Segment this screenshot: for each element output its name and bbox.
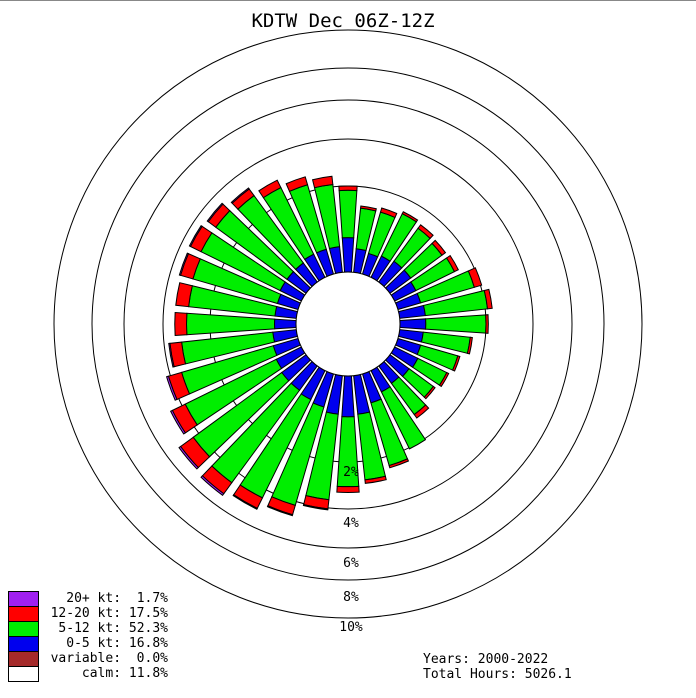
bar-120deg-bin2 bbox=[438, 371, 450, 388]
legend-swatch bbox=[8, 636, 39, 652]
bar-60deg-bin2 bbox=[445, 254, 459, 273]
ring-label-10: 10% bbox=[339, 620, 363, 635]
legend-label: variable: 0.0% bbox=[50, 651, 168, 666]
bar-110deg-bin2 bbox=[451, 355, 461, 372]
stats-block: Years: 2000-2022 Total Hours: 5026.1 bbox=[423, 652, 572, 682]
ring-4pct bbox=[162, 138, 534, 510]
bar-170deg-bin2 bbox=[364, 475, 387, 484]
bar-350deg-bin2 bbox=[311, 175, 334, 189]
legend-label: 0-5 kt: 16.8% bbox=[66, 636, 168, 651]
bar-260deg-bin3 bbox=[168, 342, 175, 368]
bar-0deg-bin1 bbox=[338, 189, 358, 239]
legend-swatch bbox=[8, 666, 39, 682]
bar-210deg-bin3 bbox=[232, 494, 258, 510]
legend-item-calm: calm: 11.8% bbox=[8, 666, 168, 682]
legend-label: 5-12 kt: 52.3% bbox=[58, 621, 168, 636]
bar-280deg-bin2 bbox=[175, 282, 193, 308]
bar-160deg-bin2 bbox=[388, 458, 410, 469]
bar-220deg-bin3 bbox=[200, 475, 225, 497]
bar-240deg-bin3 bbox=[169, 409, 187, 435]
bar-270deg-bin0 bbox=[274, 318, 297, 330]
bar-0deg-bin2 bbox=[338, 185, 358, 192]
bar-180deg-bin2 bbox=[336, 485, 360, 494]
bar-180deg-bin0 bbox=[341, 375, 355, 418]
bar-150deg-bin1 bbox=[380, 386, 427, 450]
bar-330deg-bin2 bbox=[258, 179, 282, 199]
bar-80deg-bin2 bbox=[483, 288, 493, 310]
bar-140deg-bin2 bbox=[413, 404, 430, 419]
bar-30deg-bin2 bbox=[401, 211, 419, 223]
years-text: Years: 2000-2022 bbox=[423, 652, 549, 667]
ring-label-4: 4% bbox=[343, 516, 359, 531]
legend-swatch bbox=[8, 606, 39, 622]
bar-70deg-bin2 bbox=[467, 267, 483, 288]
ring-6pct bbox=[123, 99, 573, 549]
bar-90deg-bin2 bbox=[485, 314, 489, 334]
bar-50deg-bin2 bbox=[431, 239, 447, 256]
bar-320deg-bin3 bbox=[230, 187, 250, 204]
ring-10pct bbox=[53, 29, 643, 619]
bar-310deg-bin3 bbox=[206, 202, 224, 223]
bar-290deg-bin3 bbox=[178, 252, 190, 276]
bar-100deg-bin2 bbox=[466, 336, 473, 355]
legend-label: 12-20 kt: 17.5% bbox=[50, 606, 168, 621]
bar-0deg-bin0 bbox=[341, 237, 355, 273]
bar-90deg-bin1 bbox=[425, 314, 487, 334]
bar-340deg-bin2 bbox=[285, 176, 309, 192]
bar-250deg-bin3 bbox=[165, 375, 178, 401]
legend-item-0-5: 0-5 kt: 16.8% bbox=[8, 636, 168, 652]
legend-item-20plus: 20+ kt: 1.7% bbox=[8, 591, 168, 607]
legend-item-12-20: 12-20 kt: 17.5% bbox=[8, 606, 168, 622]
calm-circle bbox=[295, 271, 401, 377]
legend-swatch bbox=[8, 621, 39, 637]
ring-label-8: 8% bbox=[343, 590, 359, 605]
bar-300deg-bin3 bbox=[188, 224, 203, 248]
total-hours-text: Total Hours: 5026.1 bbox=[423, 667, 572, 682]
bar-230deg-bin3 bbox=[178, 445, 199, 470]
bar-190deg-bin3 bbox=[302, 504, 329, 511]
bar-130deg-bin2 bbox=[423, 385, 436, 400]
bar-270deg-bin2 bbox=[174, 311, 188, 337]
legend-label: calm: 11.8% bbox=[81, 666, 168, 681]
legend-swatch bbox=[8, 591, 39, 607]
legend: 20+ kt: 1.7% 12-20 kt: 17.5% 5-12 kt: 52… bbox=[8, 591, 168, 682]
bar-10deg-bin2 bbox=[360, 205, 377, 212]
legend-item-variable: variable: 0.0% bbox=[8, 651, 168, 667]
ring-label-2: 2% bbox=[343, 465, 359, 480]
legend-item-5-12: 5-12 kt: 52.3% bbox=[8, 621, 168, 637]
bar-200deg-bin3 bbox=[266, 505, 294, 517]
bar-20deg-bin2 bbox=[379, 207, 398, 219]
ring-label-6: 6% bbox=[343, 556, 359, 571]
bar-270deg-bin1 bbox=[186, 312, 276, 336]
bar-90deg-bin0 bbox=[399, 318, 427, 330]
bar-40deg-bin2 bbox=[417, 224, 434, 240]
legend-label: 20+ kt: 1.7% bbox=[66, 591, 168, 606]
ring-8pct bbox=[91, 67, 605, 581]
chart-title: KDTW Dec 06Z-12Z bbox=[251, 10, 435, 32]
legend-swatch bbox=[8, 651, 39, 667]
top-border bbox=[0, 0, 696, 1]
